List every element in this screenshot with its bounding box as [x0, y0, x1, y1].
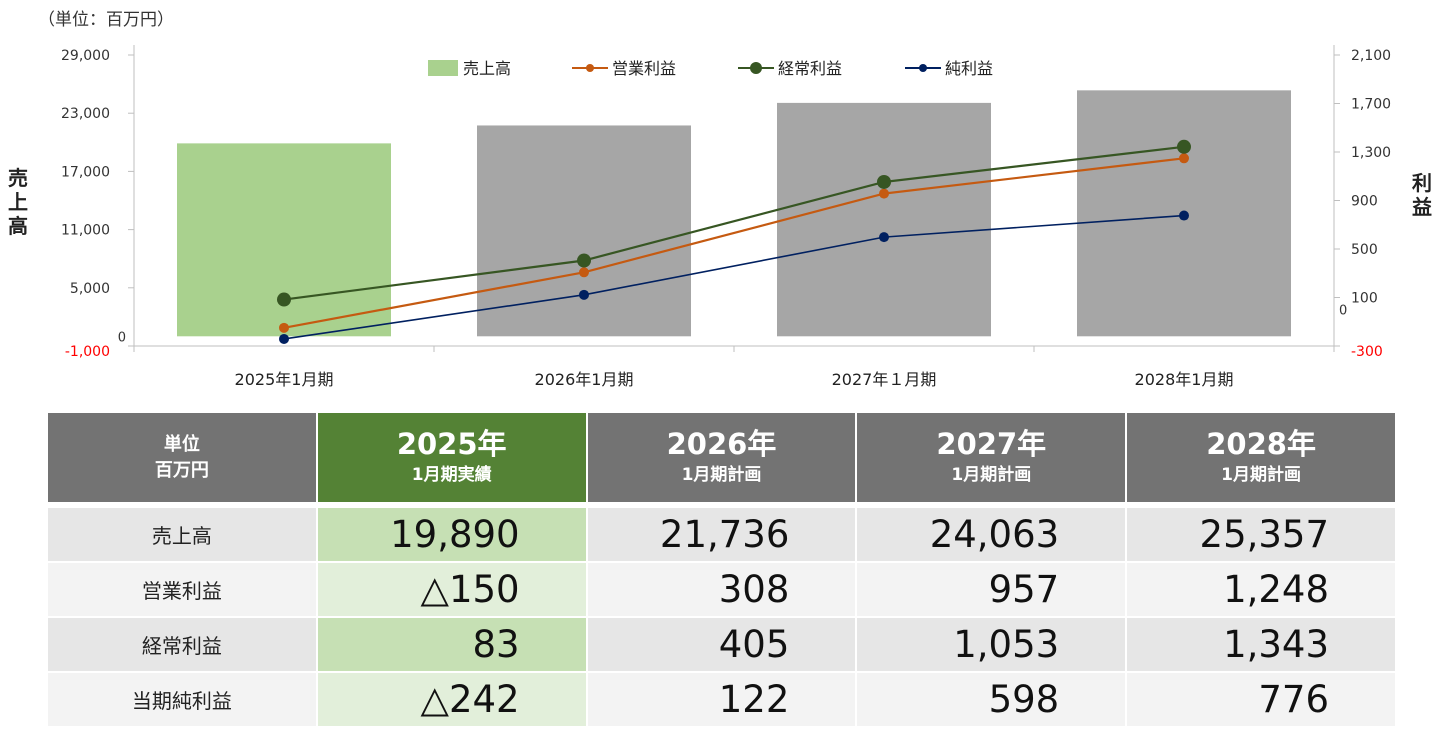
unit-header-line1: 単位	[163, 433, 200, 455]
table-cell: 957	[855, 561, 1128, 618]
left-tick-label: 23,000	[61, 106, 110, 122]
table-header-row: 単位 百万円 2025年 1月期実績 2026年 1月期計画 2027年 1月期…	[46, 411, 1397, 504]
series-line-3	[283, 214, 1185, 340]
legend-label: 営業利益	[612, 59, 676, 78]
column-sub: 1月期計画	[681, 464, 762, 485]
column-year: 2027年	[936, 426, 1047, 461]
column-sub: 1月期計画	[1221, 464, 1302, 485]
table-cell: 776	[1125, 671, 1397, 728]
series-point-3	[1179, 210, 1189, 221]
table-row-ordinary-profit: 経常利益 83 405 1,053 1,343	[46, 616, 1397, 673]
table-cell: 308	[585, 561, 858, 618]
series-line-1	[283, 157, 1185, 329]
sales-profit-chart: （単位：百万円） -1,000 5,000 11,000 17,000 23,000 29…	[8, 10, 1432, 389]
legend-swatch-marker	[919, 64, 927, 72]
left-tick-label: -1,000	[65, 344, 110, 360]
row-label: 当期純利益	[46, 671, 318, 728]
table-cell: 405	[585, 616, 858, 673]
left-tick-label: 29,000	[61, 48, 110, 64]
series-point-1	[279, 322, 289, 333]
table-cell: 1,248	[1125, 561, 1397, 618]
x-tick-label: 2025年1月期	[235, 370, 334, 389]
x-tick-label: 2028年1月期	[1135, 370, 1234, 389]
left-tick-label: 11,000	[61, 223, 110, 239]
series-point-1	[1179, 153, 1189, 164]
right-axis-title: 利益	[1412, 171, 1432, 219]
right-zero-label: 0	[1339, 304, 1347, 319]
bar-1	[177, 143, 391, 337]
series-line-2	[283, 145, 1185, 301]
row-label: 営業利益	[46, 561, 318, 618]
column-header-2027: 2027年 1月期計画	[855, 411, 1128, 504]
column-sub: 1月期計画	[951, 464, 1032, 485]
unit-header: 単位 百万円	[46, 411, 318, 504]
series-point-3	[279, 333, 289, 344]
legend-label: 純利益	[945, 59, 993, 78]
right-tick-label: 500	[1351, 242, 1378, 258]
series-point-2	[877, 174, 891, 189]
legend-swatch-bar	[428, 60, 458, 76]
left-zero-label: 0	[118, 330, 126, 345]
series-point-2	[1177, 139, 1191, 154]
right-tick-label: 1,300	[1351, 145, 1391, 161]
table-cell: 598	[855, 671, 1128, 728]
column-year: 2026年	[666, 426, 777, 461]
right-tick-label: 2,100	[1351, 48, 1391, 64]
right-tick-label: 100	[1351, 291, 1378, 307]
table-cell: 21,736	[585, 506, 858, 563]
x-tick-label: 2027年１月期	[832, 370, 937, 389]
table-cell: 1,053	[855, 616, 1128, 673]
column-year: 2025年	[396, 426, 507, 461]
legend-label: 売上高	[463, 59, 511, 78]
table-cell: △150	[315, 561, 588, 618]
column-header-2028: 2028年 1月期計画	[1125, 411, 1397, 504]
table-cell: 83	[315, 616, 588, 673]
row-label: 売上高	[46, 506, 318, 563]
x-tick-label: 2026年1月期	[535, 370, 634, 389]
bar-2	[477, 125, 691, 337]
legend-swatch-marker	[750, 62, 762, 74]
unit-header-line2: 百万円	[154, 459, 209, 481]
right-tick-label: 1,700	[1351, 97, 1391, 113]
left-axis-title: 売上高	[8, 166, 28, 238]
column-sub: 1月期実績	[411, 464, 492, 485]
table-cell: 25,357	[1125, 506, 1397, 563]
series-point-1	[879, 188, 889, 199]
table-cell: 1,343	[1125, 616, 1397, 673]
series-point-3	[579, 289, 589, 300]
series-point-2	[277, 292, 291, 307]
row-label: 経常利益	[46, 616, 318, 673]
column-year: 2028年	[1206, 426, 1316, 461]
left-tick-label: 17,000	[61, 164, 110, 180]
table-cell: △242	[315, 671, 588, 728]
table-row-net-profit: 当期純利益 △242 122 598 776	[46, 671, 1397, 728]
table-row-sales: 売上高 19,890 21,736 24,063 25,357	[46, 506, 1397, 563]
table-row-operating-profit: 営業利益 △150 308 957 1,248	[46, 561, 1397, 618]
unit-note: （単位：百万円）	[38, 10, 174, 30]
left-tick-label: 5,000	[70, 281, 110, 297]
table-cell: 24,063	[855, 506, 1128, 563]
financial-table: 単位 百万円 2025年 1月期実績 2026年 1月期計画 2027年 1月期…	[46, 411, 1397, 728]
table-cell: 19,890	[315, 506, 588, 563]
legend-swatch-marker	[586, 64, 594, 72]
bar-3	[777, 102, 991, 337]
legend-label: 経常利益	[778, 59, 842, 78]
series-point-2	[577, 253, 591, 268]
right-tick-label: 900	[1351, 194, 1378, 210]
column-header-2026: 2026年 1月期計画	[585, 411, 858, 504]
table-cell: 122	[585, 671, 858, 728]
column-header-2025: 2025年 1月期実績	[315, 411, 588, 504]
series-point-1	[579, 267, 589, 278]
series-point-3	[879, 232, 889, 243]
right-tick-label: -300	[1351, 344, 1383, 360]
